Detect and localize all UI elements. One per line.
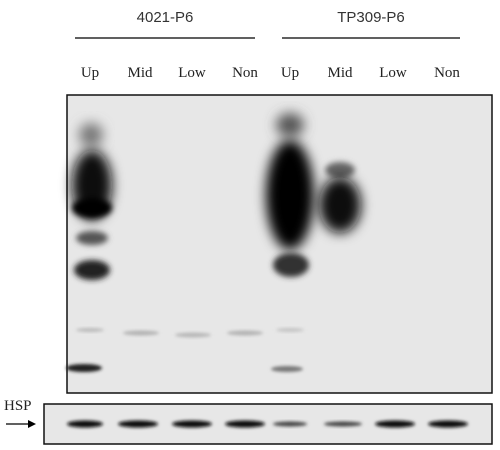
main-blot — [66, 94, 493, 394]
lane-label: Non — [434, 65, 460, 81]
lane-label: Low — [379, 65, 407, 81]
loading-control-label: HSP — [4, 398, 32, 414]
lane-label: Mid — [327, 65, 353, 81]
lane-label: Low — [178, 65, 206, 81]
lane-label: Non — [232, 65, 258, 81]
lane-label: Up — [81, 65, 99, 81]
group-label: TP309-P6 — [337, 9, 405, 26]
group-label: 4021-P6 — [137, 9, 194, 26]
hsp-blot — [43, 403, 493, 445]
labels: 4021-P6 Up Mid Low Non TP309-P6 Up Mid Low Non HSP — [4, 9, 460, 414]
lane-label: Up — [281, 65, 299, 81]
hsp-arrow — [6, 420, 36, 428]
lane-label: Mid — [127, 65, 153, 81]
